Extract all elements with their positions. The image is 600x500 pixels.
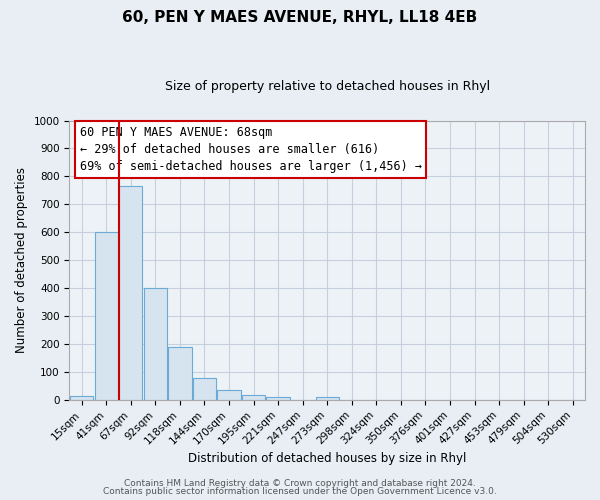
Bar — [95, 232, 118, 400]
Bar — [193, 378, 216, 400]
Text: 60 PEN Y MAES AVENUE: 68sqm
← 29% of detached houses are smaller (616)
69% of se: 60 PEN Y MAES AVENUE: 68sqm ← 29% of det… — [80, 126, 422, 173]
Title: Size of property relative to detached houses in Rhyl: Size of property relative to detached ho… — [164, 80, 490, 93]
Text: Contains HM Land Registry data © Crown copyright and database right 2024.: Contains HM Land Registry data © Crown c… — [124, 478, 476, 488]
X-axis label: Distribution of detached houses by size in Rhyl: Distribution of detached houses by size … — [188, 452, 466, 465]
Bar — [168, 347, 191, 400]
Bar — [266, 397, 290, 400]
Bar — [70, 396, 94, 400]
Bar — [143, 288, 167, 400]
Text: 60, PEN Y MAES AVENUE, RHYL, LL18 4EB: 60, PEN Y MAES AVENUE, RHYL, LL18 4EB — [122, 10, 478, 25]
Bar — [316, 397, 339, 400]
Bar — [242, 396, 265, 400]
Bar — [119, 186, 142, 400]
Bar — [217, 390, 241, 400]
Y-axis label: Number of detached properties: Number of detached properties — [15, 167, 28, 353]
Text: Contains public sector information licensed under the Open Government Licence v3: Contains public sector information licen… — [103, 487, 497, 496]
